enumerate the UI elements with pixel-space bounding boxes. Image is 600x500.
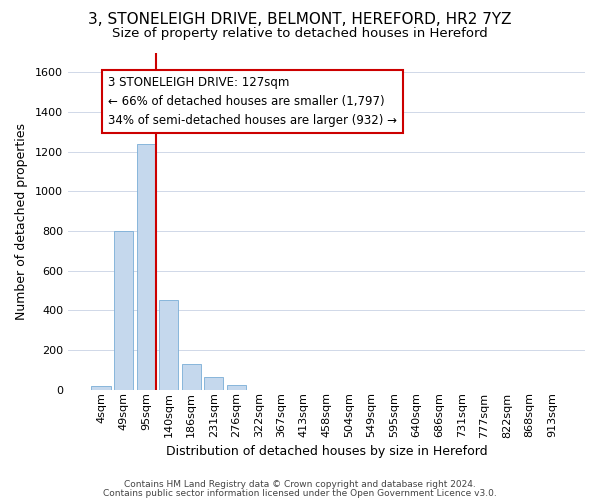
Y-axis label: Number of detached properties: Number of detached properties xyxy=(15,122,28,320)
Text: Size of property relative to detached houses in Hereford: Size of property relative to detached ho… xyxy=(112,28,488,40)
Bar xyxy=(204,377,223,390)
Text: Contains public sector information licensed under the Open Government Licence v3: Contains public sector information licen… xyxy=(103,488,497,498)
Bar xyxy=(91,386,110,390)
Bar xyxy=(114,231,133,390)
Bar xyxy=(182,364,201,390)
Bar xyxy=(227,384,246,390)
Text: 3 STONELEIGH DRIVE: 127sqm
← 66% of detached houses are smaller (1,797)
34% of s: 3 STONELEIGH DRIVE: 127sqm ← 66% of deta… xyxy=(108,76,397,128)
Bar xyxy=(137,144,155,390)
Bar xyxy=(159,300,178,390)
X-axis label: Distribution of detached houses by size in Hereford: Distribution of detached houses by size … xyxy=(166,444,487,458)
Text: Contains HM Land Registry data © Crown copyright and database right 2024.: Contains HM Land Registry data © Crown c… xyxy=(124,480,476,489)
Text: 3, STONELEIGH DRIVE, BELMONT, HEREFORD, HR2 7YZ: 3, STONELEIGH DRIVE, BELMONT, HEREFORD, … xyxy=(88,12,512,28)
